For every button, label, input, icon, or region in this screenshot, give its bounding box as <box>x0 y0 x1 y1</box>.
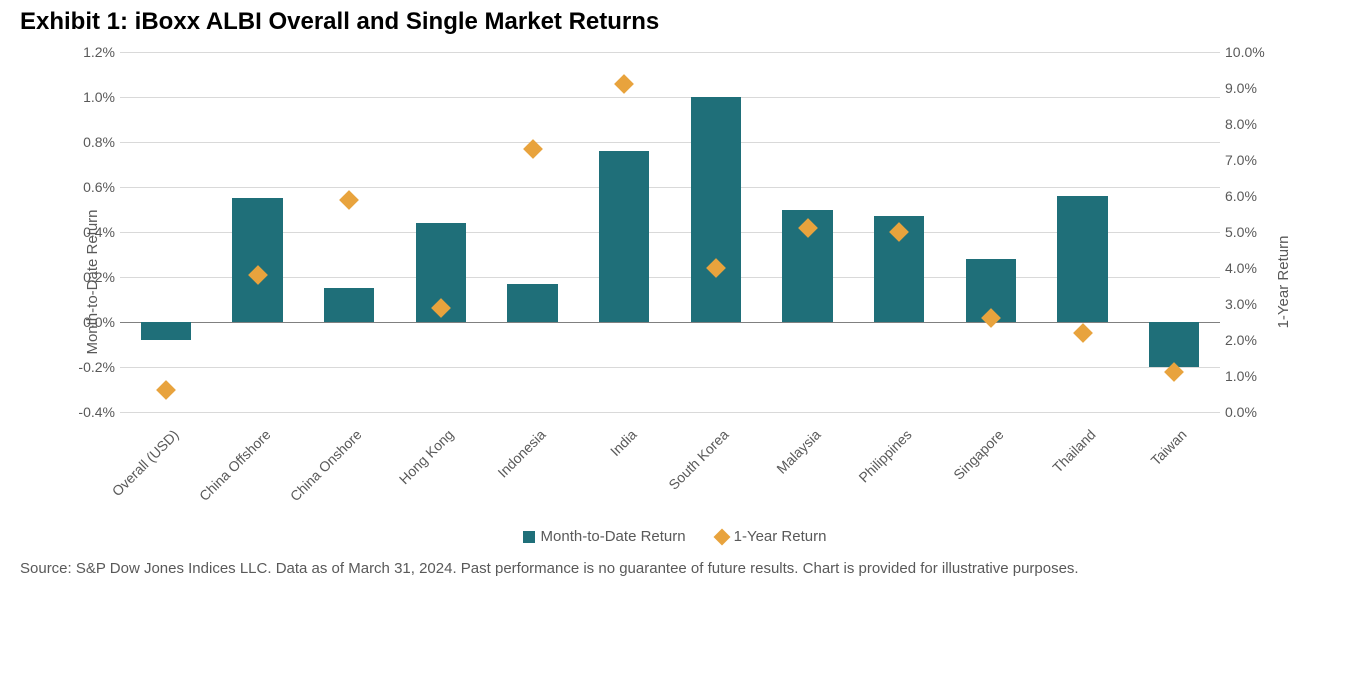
ytick-right: 3.0% <box>1225 296 1280 312</box>
chart-title: Exhibit 1: iBoxx ALBI Overall and Single… <box>20 8 1329 36</box>
bar <box>691 97 741 322</box>
chart-container: Month-to-Date Return 1-Year Return -0.4%… <box>20 42 1320 522</box>
ytick-left: 0.2% <box>65 269 115 285</box>
marker-diamond <box>614 74 634 94</box>
gridline <box>120 322 1220 323</box>
gridline <box>120 187 1220 188</box>
gridline <box>120 277 1220 278</box>
ytick-left: 0.0% <box>65 314 115 330</box>
gridline <box>120 52 1220 53</box>
ytick-left: -0.2% <box>65 359 115 375</box>
ytick-right: 4.0% <box>1225 260 1280 276</box>
ytick-left: 1.0% <box>65 89 115 105</box>
legend: Month-to-Date Return 1-Year Return <box>20 528 1329 545</box>
ytick-right: 9.0% <box>1225 80 1280 96</box>
ytick-right: 2.0% <box>1225 332 1280 348</box>
ytick-right: 10.0% <box>1225 44 1280 60</box>
y-axis-right-label: 1-Year Return <box>1275 236 1292 329</box>
bar <box>232 198 282 322</box>
bar <box>1057 196 1107 322</box>
gridline <box>120 412 1220 413</box>
marker-diamond <box>1073 323 1093 343</box>
gridline <box>120 97 1220 98</box>
ytick-left: 0.8% <box>65 134 115 150</box>
bar <box>1149 322 1199 367</box>
bar <box>507 284 557 322</box>
gridline <box>120 232 1220 233</box>
ytick-left: -0.4% <box>65 404 115 420</box>
bar <box>599 151 649 322</box>
bar <box>324 288 374 322</box>
legend-item-bar: Month-to-Date Return <box>523 528 686 545</box>
ytick-left: 0.4% <box>65 224 115 240</box>
ytick-right: 0.0% <box>1225 404 1280 420</box>
legend-bar-label: Month-to-Date Return <box>541 528 686 545</box>
chart-footnote: Source: S&P Dow Jones Indices LLC. Data … <box>20 559 1329 579</box>
ytick-left: 0.6% <box>65 179 115 195</box>
marker-diamond <box>339 190 359 210</box>
bar <box>141 322 191 340</box>
ytick-right: 6.0% <box>1225 188 1280 204</box>
ytick-left: 1.2% <box>65 44 115 60</box>
ytick-right: 8.0% <box>1225 116 1280 132</box>
ytick-right: 5.0% <box>1225 224 1280 240</box>
ytick-right: 1.0% <box>1225 368 1280 384</box>
gridline <box>120 142 1220 143</box>
ytick-right: 7.0% <box>1225 152 1280 168</box>
marker-diamond <box>156 380 176 400</box>
gridline <box>120 367 1220 368</box>
plot-area: -0.4%-0.2%0.0%0.2%0.4%0.6%0.8%1.0%1.2%0.… <box>120 52 1220 412</box>
